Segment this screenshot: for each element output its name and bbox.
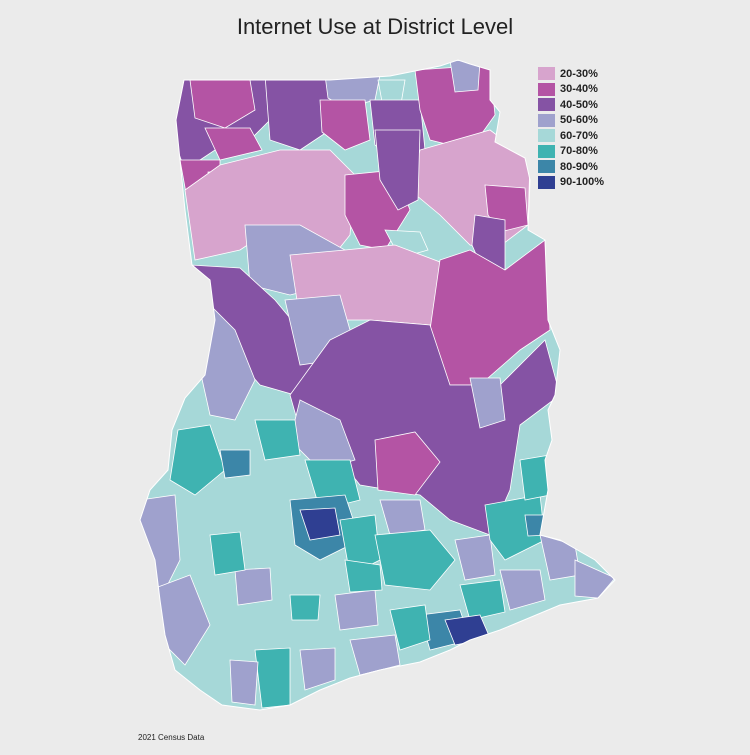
district	[374, 529, 456, 591]
legend-label: 50-60%	[560, 114, 598, 127]
legend-item: 30-40%	[538, 82, 604, 98]
legend-swatch	[538, 67, 555, 81]
legend-item: 40-50%	[538, 97, 604, 113]
legend-label: 90-100%	[560, 176, 605, 189]
legend-swatch	[538, 160, 555, 174]
legend-item: 20-30%	[538, 66, 604, 82]
legend-swatch	[538, 144, 555, 158]
legend-label: 70-80%	[560, 145, 598, 158]
district	[389, 604, 431, 651]
legend-label: 40-50%	[560, 98, 598, 111]
district	[299, 507, 341, 541]
district	[169, 424, 226, 496]
district	[454, 534, 496, 581]
district	[524, 514, 551, 537]
legend-swatch	[538, 98, 555, 112]
legend-item: 50-60%	[538, 113, 604, 129]
district	[234, 567, 273, 606]
district	[449, 60, 481, 93]
district	[349, 634, 401, 676]
legend-item: 90-100%	[538, 175, 604, 191]
legend-label: 20-30%	[560, 67, 598, 80]
legend-item: 60-70%	[538, 128, 604, 144]
district	[459, 579, 506, 621]
country-outline	[139, 59, 616, 711]
district	[374, 129, 421, 211]
legend-item: 70-80%	[538, 144, 604, 160]
legend-swatch	[538, 175, 555, 189]
legend-swatch	[538, 113, 555, 127]
legend-label: 80-90%	[560, 160, 598, 173]
district	[219, 449, 251, 479]
district	[374, 431, 441, 496]
district	[319, 99, 371, 151]
district	[254, 419, 301, 461]
district	[209, 531, 246, 576]
district	[469, 377, 506, 429]
district	[344, 559, 383, 593]
district	[499, 569, 546, 611]
district	[334, 589, 379, 631]
district	[204, 127, 263, 161]
district	[229, 659, 259, 706]
legend-item: 80-90%	[538, 159, 604, 175]
map-legend: 20-30% 30-40% 40-50% 50-60% 60-70% 70-80…	[538, 66, 604, 190]
legend-swatch	[538, 82, 555, 96]
district	[379, 499, 426, 536]
district	[299, 647, 336, 691]
district	[289, 594, 321, 621]
source-note: 2021 Census Data	[138, 733, 205, 742]
legend-label: 30-40%	[560, 83, 598, 96]
legend-swatch	[538, 129, 555, 143]
legend-label: 60-70%	[560, 129, 598, 142]
page-title: Internet Use at District Level	[236, 14, 514, 39]
